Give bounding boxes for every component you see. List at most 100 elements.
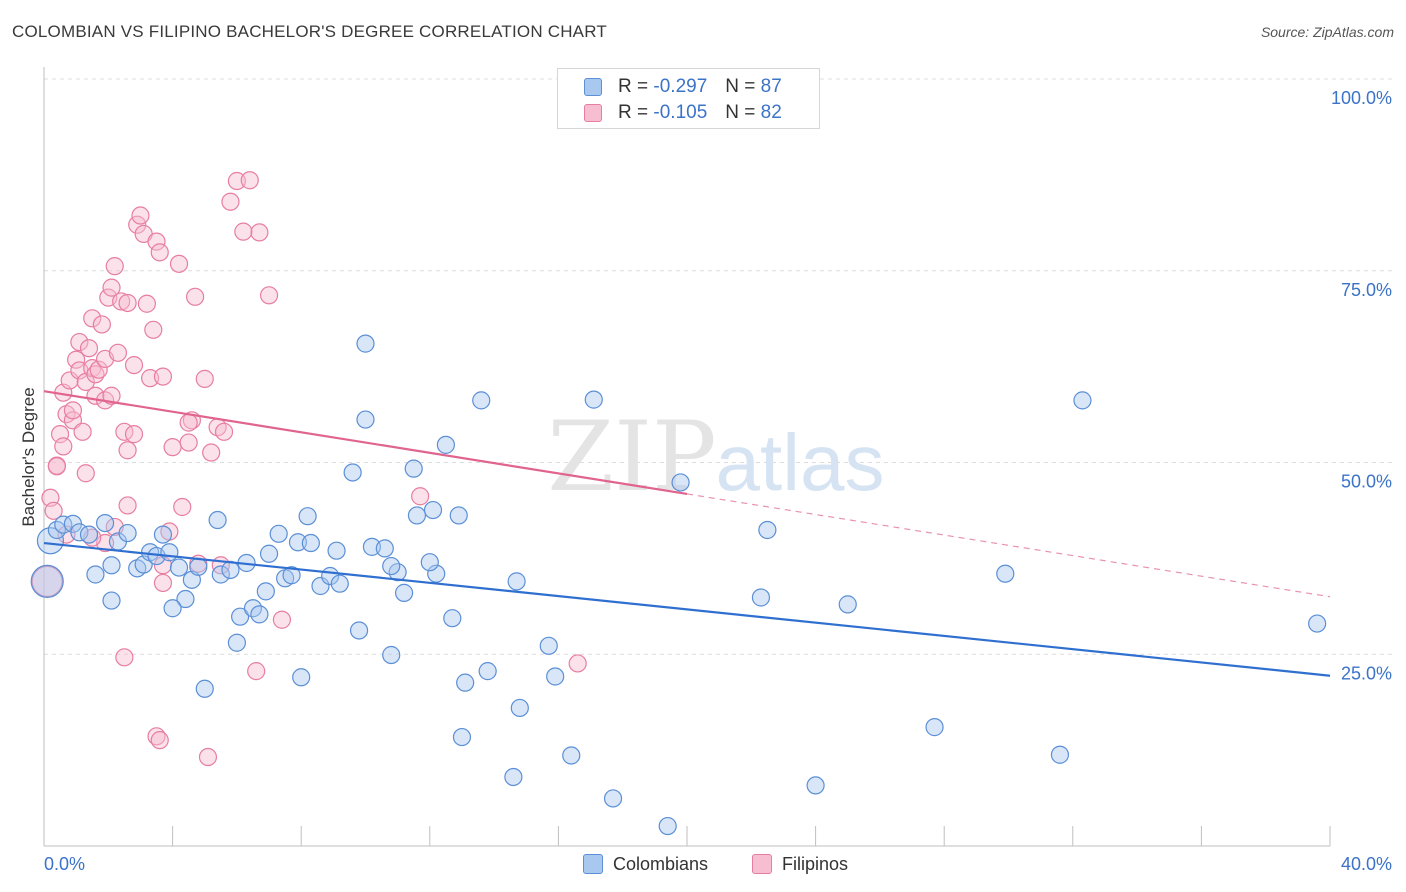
colombian-point	[671, 473, 690, 492]
colombian-point	[169, 558, 189, 577]
filipino-point	[150, 243, 169, 262]
filipino-point	[240, 171, 259, 190]
colombian-point	[250, 605, 269, 624]
colombian-point	[539, 636, 558, 655]
filipino-point	[31, 565, 63, 597]
colombian-point	[423, 500, 443, 520]
colombian-point	[584, 390, 603, 409]
colombian-point	[510, 698, 529, 718]
colombian-point	[407, 506, 427, 525]
x-tick-label-min: 0.0%	[44, 854, 85, 874]
r-value: -0.105	[653, 102, 708, 123]
axes	[43, 67, 1331, 847]
filipino-point	[60, 371, 79, 390]
filipino-point	[250, 223, 269, 242]
colombian-point	[292, 668, 311, 687]
colombian-point	[301, 533, 320, 553]
filipino-point	[118, 441, 137, 460]
filipino-point	[112, 292, 131, 311]
colombian-point	[504, 767, 523, 787]
colombian-point	[382, 556, 401, 576]
filipino-point	[137, 294, 156, 313]
filipino-point	[115, 648, 134, 667]
colombian-point	[118, 523, 137, 543]
colombian-point	[562, 746, 581, 765]
colombian-point	[427, 564, 446, 583]
filipino-legend-swatch	[752, 854, 772, 874]
y-tick-label: 75.0%	[1341, 280, 1392, 300]
colombian-swatch	[584, 78, 602, 96]
colombian-point	[1073, 391, 1092, 410]
colombian-point	[838, 595, 857, 614]
axis-labels: 25.0% 50.0% 75.0% 100.0% 0.0% 40.0%	[44, 88, 1392, 874]
colombian-point	[288, 533, 308, 552]
y-tick-label: 100.0%	[1331, 88, 1392, 108]
filipino-point	[221, 192, 240, 211]
colombian-point	[343, 463, 362, 482]
colombian-point	[227, 633, 246, 652]
colombian-point	[311, 576, 330, 596]
x-tick-label-max: 40.0%	[1341, 854, 1392, 874]
colombian-point	[456, 673, 475, 692]
filipino-trend-extension	[686, 493, 1331, 598]
colombian-point	[1308, 614, 1327, 633]
n-label: N =	[725, 76, 756, 97]
colombian-point	[443, 609, 462, 628]
filipino-point	[118, 496, 137, 515]
y-tick-label: 50.0%	[1341, 472, 1392, 492]
y-tick-label: 25.0%	[1341, 663, 1392, 683]
n-value: 87	[760, 76, 782, 97]
colombian-point	[349, 621, 369, 640]
y-axis-label: Bachelor's Degree	[19, 387, 38, 526]
filipino-point	[105, 257, 124, 276]
filipino-point	[153, 367, 173, 386]
colombian-point	[176, 589, 195, 609]
r-value: -0.297	[653, 76, 708, 97]
filipino-point	[144, 320, 163, 339]
filipino-point	[163, 438, 182, 457]
colombian-trend-line	[43, 541, 1331, 677]
colombian-point	[375, 539, 394, 558]
source-label: Source: ZipAtlas.com	[1260, 24, 1394, 40]
colombian-point	[507, 572, 526, 591]
colombian-legend-swatch	[583, 854, 603, 874]
colombian-point	[925, 718, 944, 737]
filipino-swatch	[584, 104, 602, 122]
colombian-point	[330, 574, 349, 593]
colombian-point	[1050, 745, 1070, 764]
filipino-point	[227, 171, 246, 191]
legend-filipinos[interactable]: Filipinos	[752, 852, 848, 876]
r-label: R =	[618, 76, 649, 97]
colombian-point	[658, 816, 677, 836]
colombian-point	[404, 459, 423, 478]
legend-colombians[interactable]: Colombians	[583, 852, 708, 876]
filipino-point	[173, 497, 192, 517]
colombian-point	[79, 525, 99, 544]
colombian-point	[160, 543, 179, 562]
colombian-point	[751, 588, 771, 607]
colombian-point	[211, 565, 230, 584]
colombian-point	[189, 557, 208, 576]
filipino-point	[83, 309, 102, 328]
colombian-point	[231, 607, 250, 626]
colombian-point	[478, 662, 497, 681]
filipino-point	[118, 293, 137, 313]
filipino-point	[102, 278, 121, 297]
colombian-point	[996, 564, 1015, 583]
colombian-point	[546, 667, 565, 686]
filipino-point	[259, 286, 279, 305]
filipino-point	[179, 433, 198, 452]
colombian-point	[382, 645, 401, 665]
chart-title: COLOMBIAN VS FILIPINO BACHELOR'S DEGREE …	[12, 22, 607, 41]
filipino-point	[153, 573, 173, 593]
filipino-point	[70, 332, 89, 352]
colombian-point	[153, 525, 173, 544]
filipino-point	[411, 487, 430, 506]
filipino-point	[89, 360, 108, 379]
filipino-point	[54, 437, 73, 456]
stats-row-colombians: R = -0.297 N = 87	[584, 75, 782, 99]
colombian-point	[86, 565, 105, 584]
filipino-point	[198, 747, 218, 767]
filipino-point	[102, 386, 121, 405]
colombian-point	[449, 506, 468, 525]
